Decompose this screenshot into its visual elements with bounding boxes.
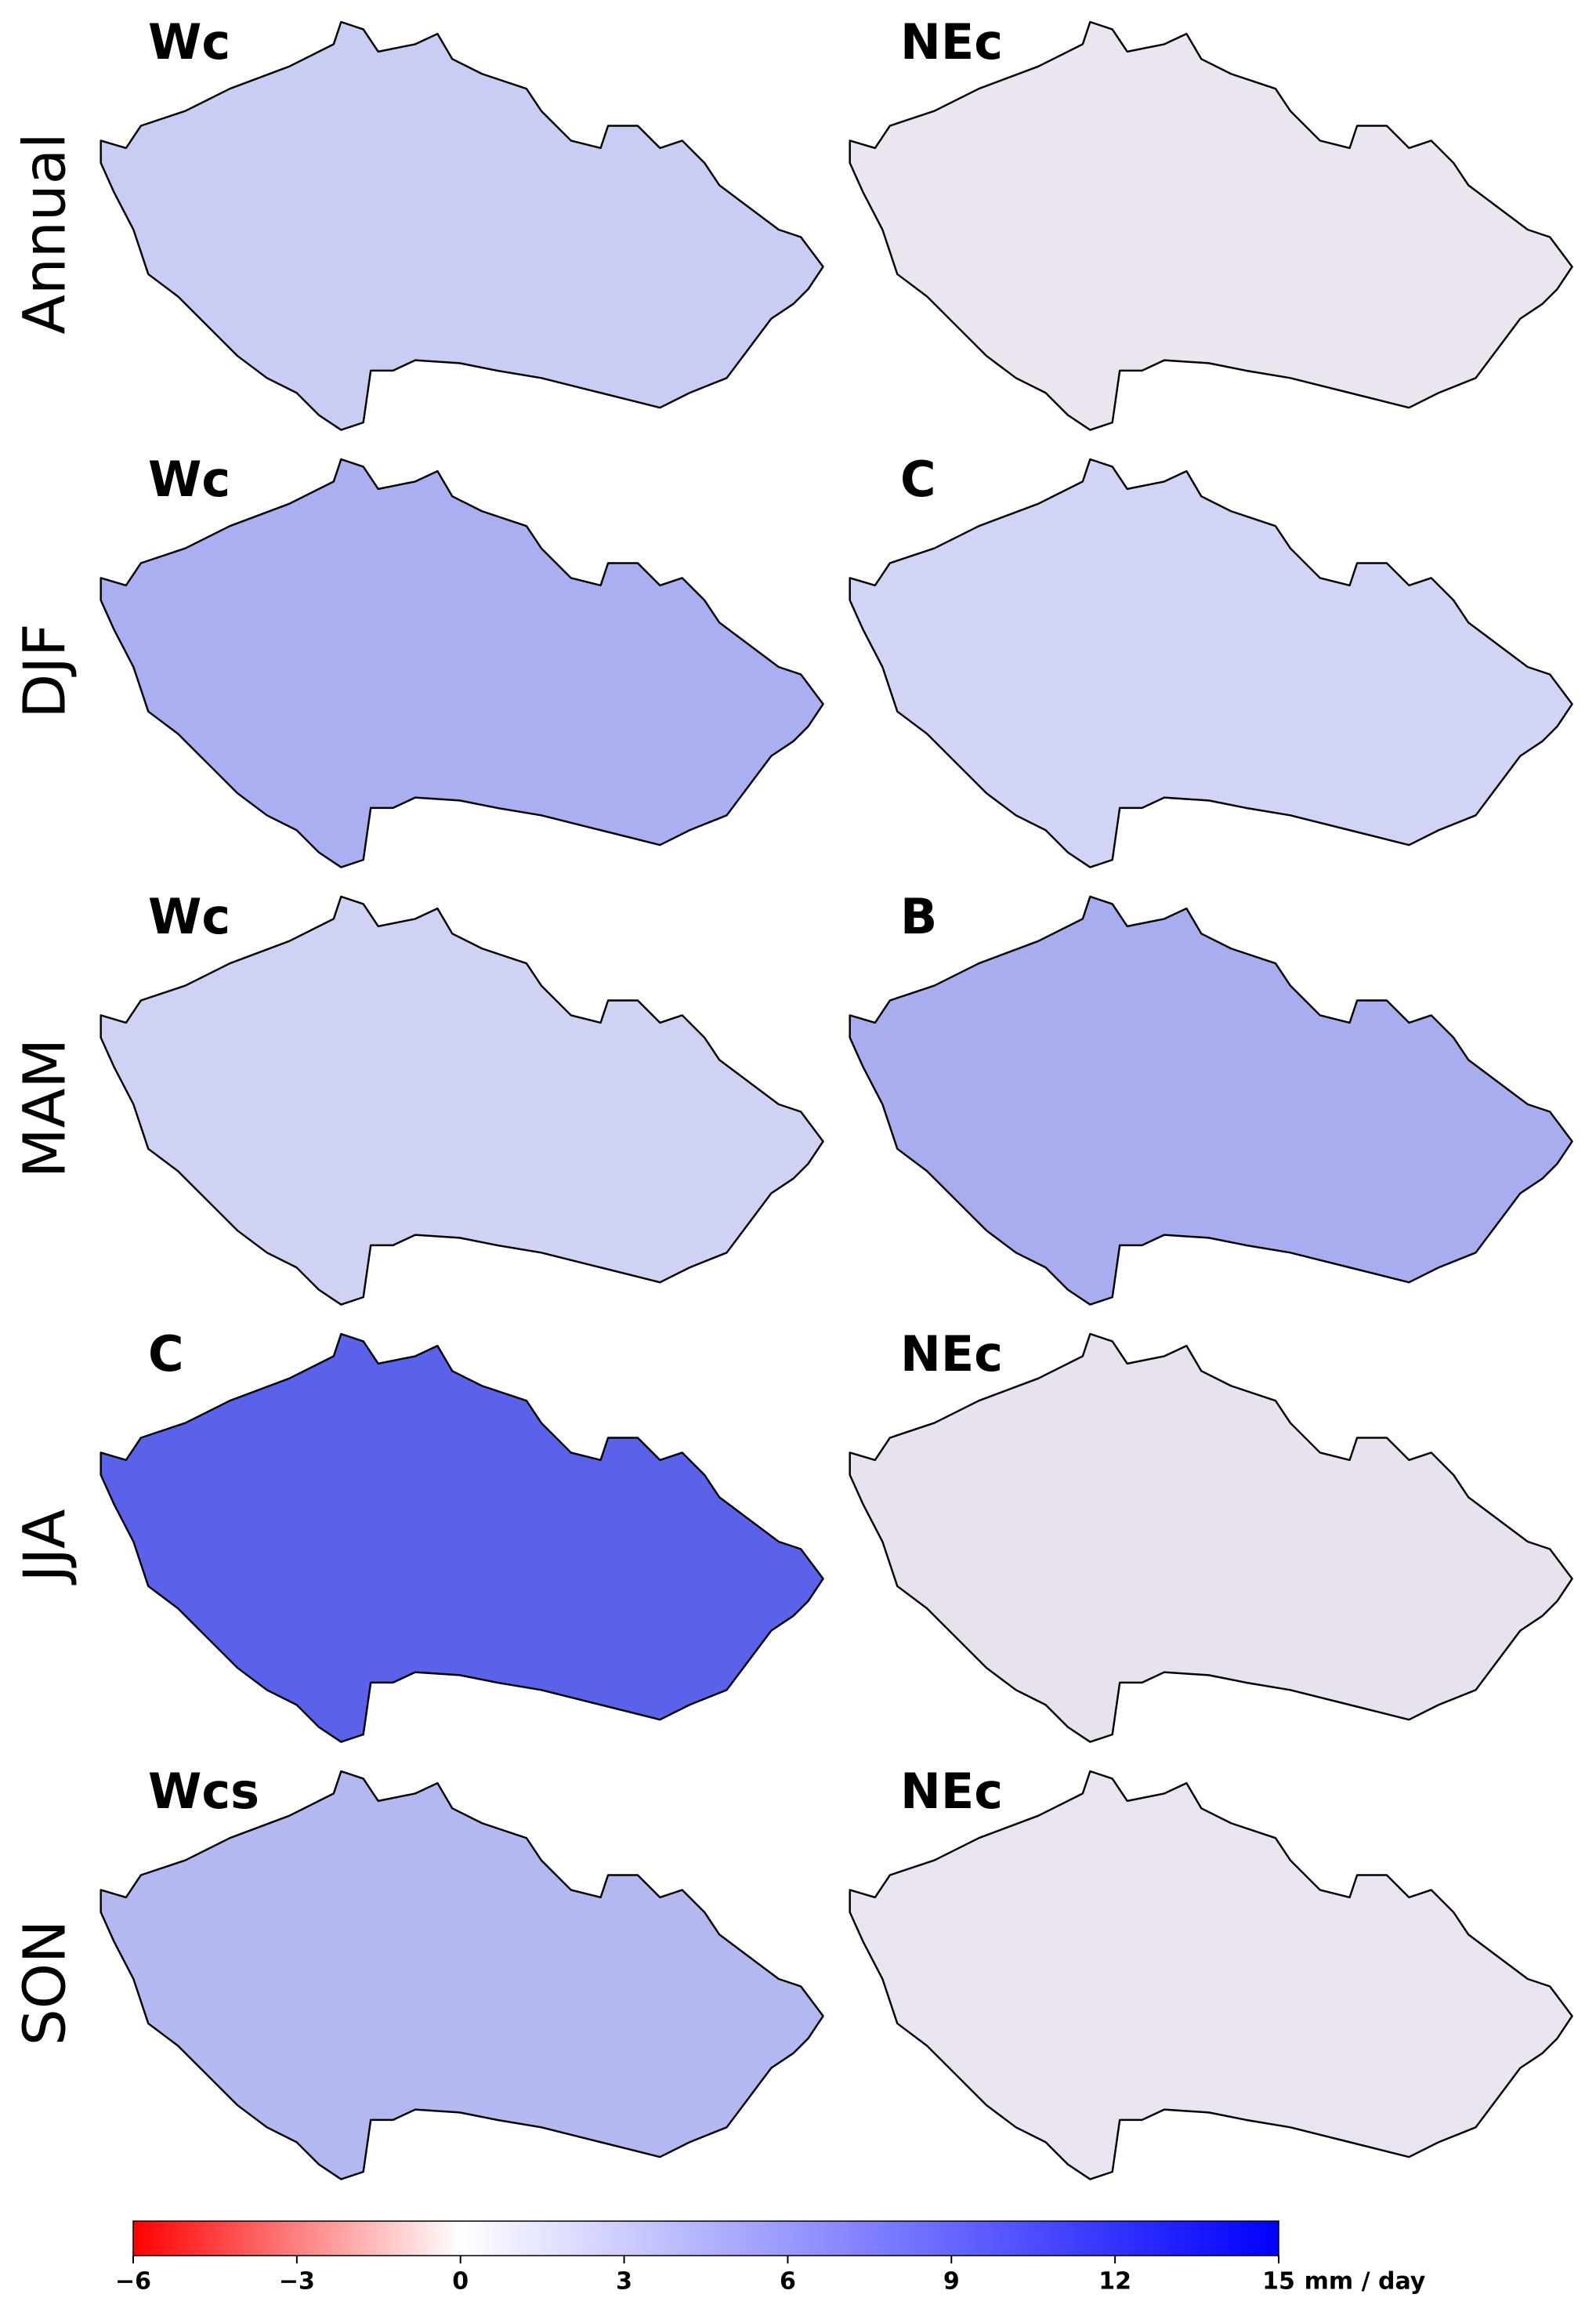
row-label: SON (12, 1920, 79, 2046)
panel-label: C (900, 451, 936, 508)
map (100, 1332, 824, 1743)
colorbar-tick-label: −6 (115, 2268, 151, 2296)
map (849, 1770, 1573, 2180)
colorbar-tick-label: 0 (452, 2268, 469, 2296)
colorbar-tick-label: 9 (943, 2268, 960, 2296)
panel-label: B (900, 888, 937, 945)
colorbar-tick-label: 6 (780, 2268, 796, 2296)
map (849, 458, 1573, 868)
colorbar-tick-label: 3 (616, 2268, 632, 2296)
panel-label: NEc (900, 1325, 1003, 1383)
map-region (849, 20, 1573, 431)
panel-label: NEc (900, 13, 1003, 71)
map-region (849, 1770, 1573, 2180)
map-region (100, 20, 824, 431)
map-region (100, 895, 824, 1306)
map-region (100, 1770, 824, 2180)
map-region (100, 1332, 824, 1743)
map (849, 1332, 1573, 1743)
map-region (100, 458, 824, 868)
panel-label: Wc (148, 888, 230, 945)
map (849, 20, 1573, 431)
panel-label: NEc (900, 1763, 1003, 1820)
colorbar (132, 2220, 1279, 2256)
map-region (849, 895, 1573, 1306)
colorbar-unit: mm / day (1305, 2268, 1426, 2296)
map-region (849, 458, 1573, 868)
colorbar-tick-label: −3 (279, 2268, 315, 2296)
row-label: Annual (12, 132, 79, 334)
map-region (849, 1332, 1573, 1743)
map (100, 20, 824, 431)
row-label: JJA (12, 1509, 79, 1585)
colorbar-tick-label: 15 (1262, 2268, 1295, 2296)
row-label: MAM (12, 1038, 79, 1178)
row-label: DJF (12, 623, 79, 718)
panel-label: Wc (148, 451, 230, 508)
panel-label: C (148, 1325, 184, 1383)
map (100, 1770, 824, 2180)
panel-label: Wc (148, 13, 230, 71)
map (100, 458, 824, 868)
panel-label: Wcs (148, 1763, 259, 1820)
colorbar-tick-label: 12 (1098, 2268, 1131, 2296)
map (849, 895, 1573, 1306)
map (100, 895, 824, 1306)
